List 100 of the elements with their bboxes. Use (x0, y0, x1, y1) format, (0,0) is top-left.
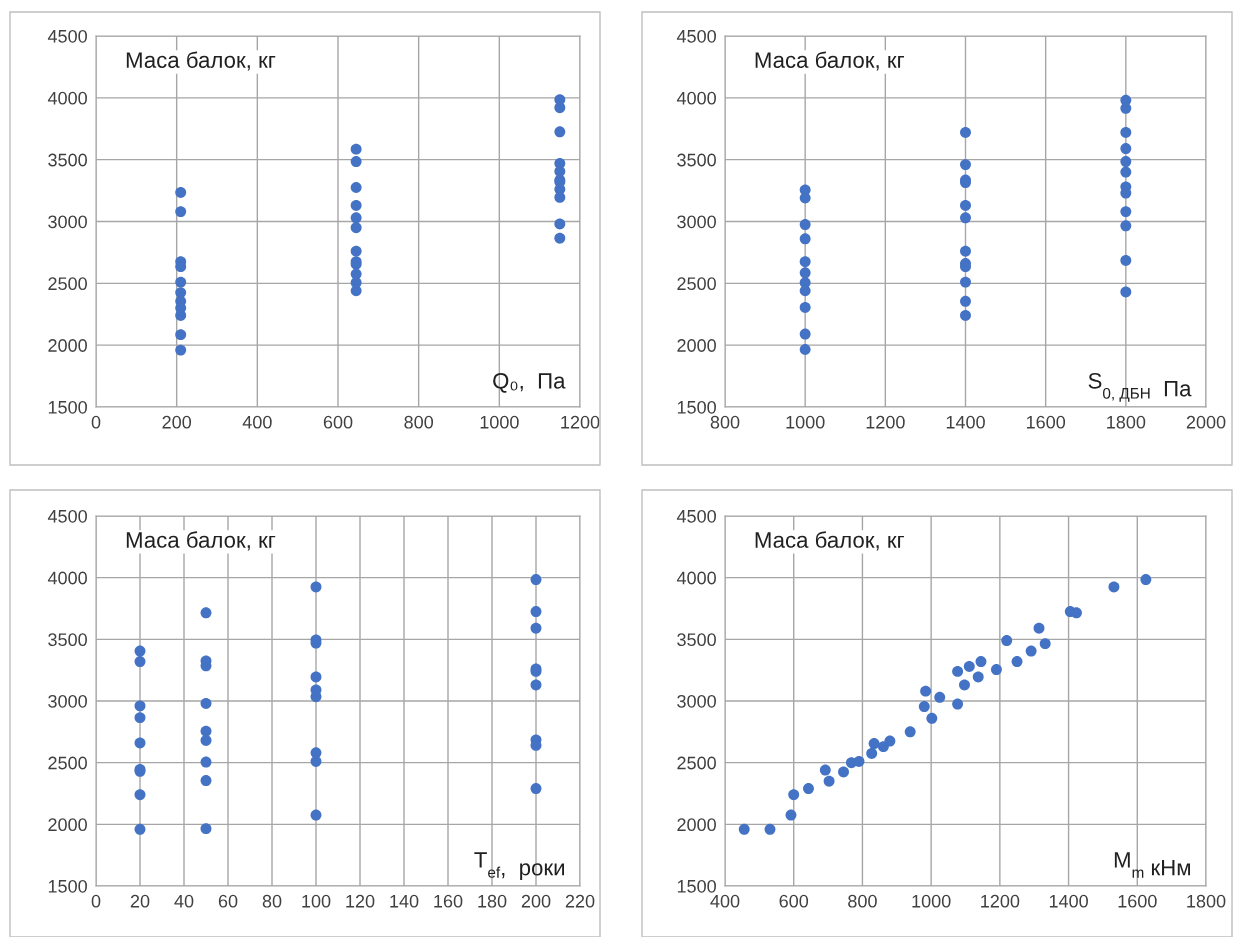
y-tick-label: 3000 (677, 694, 716, 708)
y-tick-label: 3500 (677, 153, 716, 167)
y-axis-title: Маса балок, кг (126, 531, 276, 551)
point (134, 656, 146, 667)
point (960, 159, 971, 171)
point (799, 328, 811, 340)
point (1120, 126, 1132, 138)
point (926, 712, 938, 724)
y-tick-label: 1500 (677, 400, 716, 414)
point (866, 747, 878, 759)
point (350, 156, 362, 167)
point (990, 664, 1002, 676)
y-tick-label: 1500 (677, 879, 716, 893)
x-tick-label: 600 (323, 415, 353, 429)
point (530, 622, 542, 634)
point (799, 219, 811, 231)
point (530, 606, 542, 618)
point (200, 735, 212, 746)
x-tick-label: 1200 (866, 415, 905, 429)
x-tick-label: 100 (302, 894, 331, 908)
y-tick-label: 4000 (676, 571, 716, 585)
point (134, 712, 146, 724)
x-axis-title: S0, ДБН Па (1088, 372, 1192, 402)
x-tick-label: 140 (390, 894, 419, 908)
y-tick-label: 4000 (47, 91, 87, 105)
point (350, 182, 362, 193)
x-tick-label: 800 (848, 894, 877, 908)
x-tick-label: 200 (162, 415, 192, 429)
y-axis-title: Маса балок, кг (755, 51, 905, 71)
point (960, 199, 971, 211)
point (1025, 645, 1037, 657)
point (960, 276, 971, 288)
point (1120, 166, 1132, 178)
point (1120, 286, 1132, 298)
y-tick-label: 2500 (677, 277, 716, 291)
point (960, 295, 971, 307)
y-tick-label: 3000 (48, 215, 87, 229)
point (1120, 206, 1132, 218)
point (1039, 638, 1051, 650)
point (952, 698, 964, 710)
point (799, 267, 811, 279)
point (788, 789, 800, 801)
point (934, 691, 946, 703)
x-tick-label: 200 (521, 894, 551, 908)
y-tick-label: 2000 (677, 818, 716, 832)
x-tick-label: 80 (262, 894, 282, 908)
point (310, 581, 322, 593)
point (200, 823, 212, 835)
point (884, 735, 896, 747)
point (200, 756, 212, 768)
point (959, 679, 970, 691)
point (175, 310, 187, 321)
y-axis-title: Маса балок, кг (755, 531, 905, 551)
point (134, 789, 146, 801)
x-tick-label: 1000 (912, 894, 951, 908)
y-tick-label: 2000 (48, 339, 87, 352)
point (960, 126, 971, 138)
y-tick-label: 2500 (48, 756, 87, 770)
x-axis-title: Tef, роки (474, 852, 564, 880)
x-tick-label: 160 (434, 894, 463, 908)
point (1120, 254, 1132, 266)
point (350, 245, 362, 257)
point (134, 823, 146, 835)
y-tick-label: 3000 (48, 694, 87, 708)
point (920, 685, 932, 697)
x-tick-label: 1200 (981, 894, 1020, 908)
y-tick-label: 4500 (47, 509, 87, 523)
point (175, 206, 187, 218)
x-tick-label: 0 (91, 415, 101, 429)
point (1033, 622, 1045, 634)
point (838, 766, 849, 778)
y-tick-label: 3500 (48, 633, 87, 647)
x-tick-label: 400 (710, 894, 740, 908)
point (134, 737, 146, 749)
point (1140, 574, 1152, 585)
x-axis-title: Q₀, Па (493, 372, 566, 393)
x-tick-label: 180 (478, 894, 507, 908)
point (764, 823, 776, 835)
point (1120, 143, 1132, 154)
point (200, 698, 212, 709)
x-tick-label: 1800 (1107, 415, 1146, 429)
point (554, 232, 566, 244)
x-tick-label: 1600 (1026, 415, 1066, 429)
x-tick-label: 1800 (1187, 894, 1226, 908)
point (799, 344, 811, 355)
x-tick-label: 1400 (1049, 894, 1088, 908)
point (1108, 581, 1120, 593)
point (963, 661, 975, 672)
x-tick-label: 60 (218, 894, 238, 908)
y-tick-label: 2000 (48, 818, 87, 832)
point (1011, 656, 1023, 667)
point (918, 701, 930, 713)
x-tick-label: 800 (404, 415, 434, 429)
point (175, 276, 187, 288)
point (530, 679, 542, 691)
point (350, 222, 362, 234)
y-tick-label: 3500 (677, 633, 716, 647)
point (823, 775, 835, 787)
x-axis-title: Mm кНм (1114, 852, 1190, 878)
point (803, 783, 814, 795)
